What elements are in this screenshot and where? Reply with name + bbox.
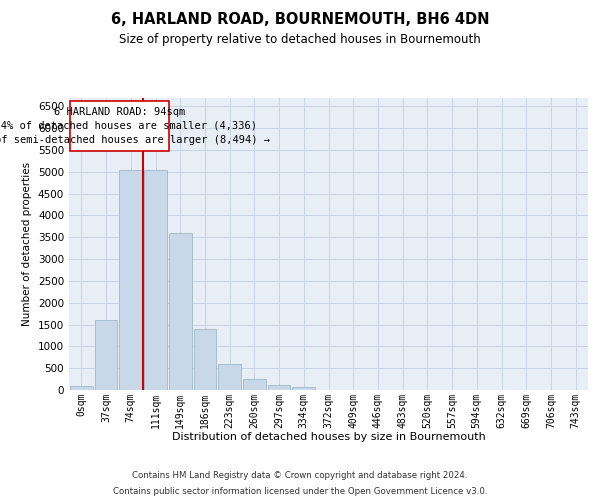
Text: Distribution of detached houses by size in Bournemouth: Distribution of detached houses by size … xyxy=(172,432,485,442)
Text: 6, HARLAND ROAD, BOURNEMOUTH, BH6 4DN: 6, HARLAND ROAD, BOURNEMOUTH, BH6 4DN xyxy=(111,12,489,28)
Bar xyxy=(243,379,266,390)
Bar xyxy=(119,170,142,390)
Bar xyxy=(194,329,216,390)
Y-axis label: Number of detached properties: Number of detached properties xyxy=(22,162,32,326)
Bar xyxy=(70,386,93,390)
Text: Size of property relative to detached houses in Bournemouth: Size of property relative to detached ho… xyxy=(119,32,481,46)
FancyBboxPatch shape xyxy=(70,101,169,151)
Bar xyxy=(268,385,290,390)
Bar xyxy=(95,320,118,390)
Text: Contains public sector information licensed under the Open Government Licence v3: Contains public sector information licen… xyxy=(113,486,487,496)
Bar xyxy=(169,233,191,390)
Bar xyxy=(218,364,241,390)
Text: 6 HARLAND ROAD: 94sqm
← 34% of detached houses are smaller (4,336)
66% of semi-d: 6 HARLAND ROAD: 94sqm ← 34% of detached … xyxy=(0,107,269,145)
Text: Contains HM Land Registry data © Crown copyright and database right 2024.: Contains HM Land Registry data © Crown c… xyxy=(132,472,468,480)
Bar xyxy=(144,170,167,390)
Bar xyxy=(292,386,315,390)
